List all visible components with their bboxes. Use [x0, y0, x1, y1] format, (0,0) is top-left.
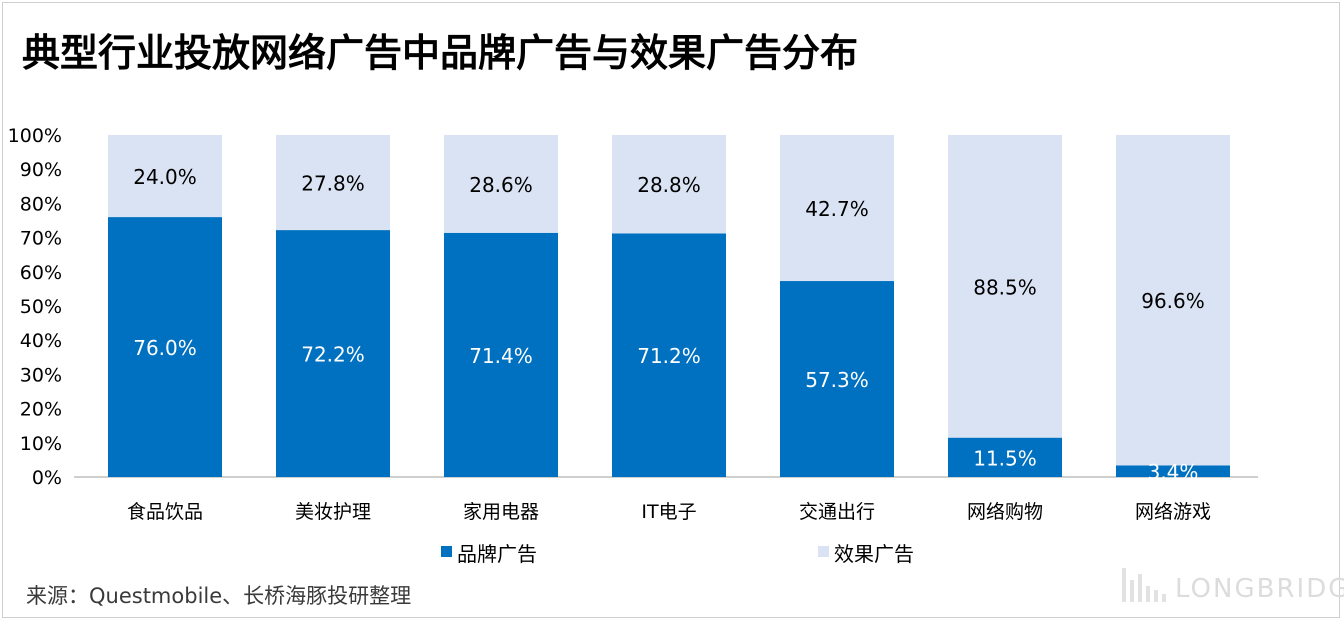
y-tick-label: 100% — [8, 125, 62, 147]
longbridge-watermark: LONGBRIDGE — [1175, 574, 1344, 604]
y-tick-label: 60% — [20, 262, 62, 284]
bar-brand-2 — [444, 232, 558, 477]
legend-label-brand: 品牌广告 — [457, 542, 537, 566]
y-tick-label: 20% — [20, 399, 62, 421]
y-tick-label: 0% — [32, 467, 62, 489]
y-tick-label: 30% — [20, 364, 62, 386]
bar-effect-4 — [780, 135, 894, 282]
longbridge-logo-icon — [1122, 568, 1166, 602]
x-category-label: 交通出行 — [799, 501, 875, 523]
data-label-effect-1: 27.8% — [301, 172, 365, 196]
x-category-label: 家用电器 — [463, 501, 539, 523]
y-tick-label: 80% — [20, 193, 62, 215]
legend-swatch-brand — [441, 546, 452, 557]
bar-effect-5 — [948, 135, 1062, 438]
data-label-effect-3: 28.8% — [637, 173, 701, 197]
y-tick-label: 70% — [20, 228, 62, 250]
x-category-label: 食品饮品 — [127, 501, 203, 523]
bar-effect-0 — [108, 135, 222, 218]
chart-title: 典型行业投放网络广告中品牌广告与效果广告分布 — [22, 31, 859, 75]
bar-effect-2 — [444, 135, 558, 233]
data-label-effect-2: 28.6% — [469, 173, 533, 197]
data-label-effect-6: 96.6% — [1141, 289, 1205, 313]
bar-effect-6 — [1116, 135, 1230, 466]
bar-brand-4 — [780, 281, 894, 477]
y-tick-label: 90% — [20, 159, 62, 181]
data-label-brand-6: 3.4% — [1148, 460, 1199, 484]
x-category-label: 网络购物 — [967, 501, 1043, 523]
bar-effect-3 — [612, 135, 726, 234]
x-category-label: 美妆护理 — [295, 501, 371, 523]
data-label-brand-1: 72.2% — [301, 343, 365, 367]
data-label-brand-3: 71.2% — [637, 344, 701, 368]
x-category-label: 网络游戏 — [1135, 501, 1211, 523]
bar-brand-0 — [108, 217, 222, 477]
legend-label-effect: 效果广告 — [834, 542, 914, 566]
y-tick-label: 10% — [20, 433, 62, 455]
y-tick-label: 50% — [20, 296, 62, 318]
source-note: 来源：Questmobile、长桥海豚投研整理 — [26, 584, 412, 608]
data-label-brand-2: 71.4% — [469, 344, 533, 368]
x-category-label: IT电子 — [641, 501, 696, 523]
data-label-effect-4: 42.7% — [805, 197, 869, 221]
data-label-brand-0: 76.0% — [133, 336, 197, 360]
bar-brand-5 — [948, 437, 1062, 477]
bar-brand-3 — [612, 233, 726, 477]
data-label-effect-0: 24.0% — [133, 165, 197, 189]
bar-brand-6 — [1116, 465, 1230, 477]
y-tick-label: 40% — [20, 330, 62, 352]
data-label-brand-4: 57.3% — [805, 368, 869, 392]
data-label-effect-5: 88.5% — [973, 275, 1037, 299]
data-label-brand-5: 11.5% — [973, 446, 1037, 470]
legend-swatch-effect — [818, 546, 829, 557]
bar-brand-1 — [276, 230, 390, 477]
bar-effect-1 — [276, 135, 390, 231]
